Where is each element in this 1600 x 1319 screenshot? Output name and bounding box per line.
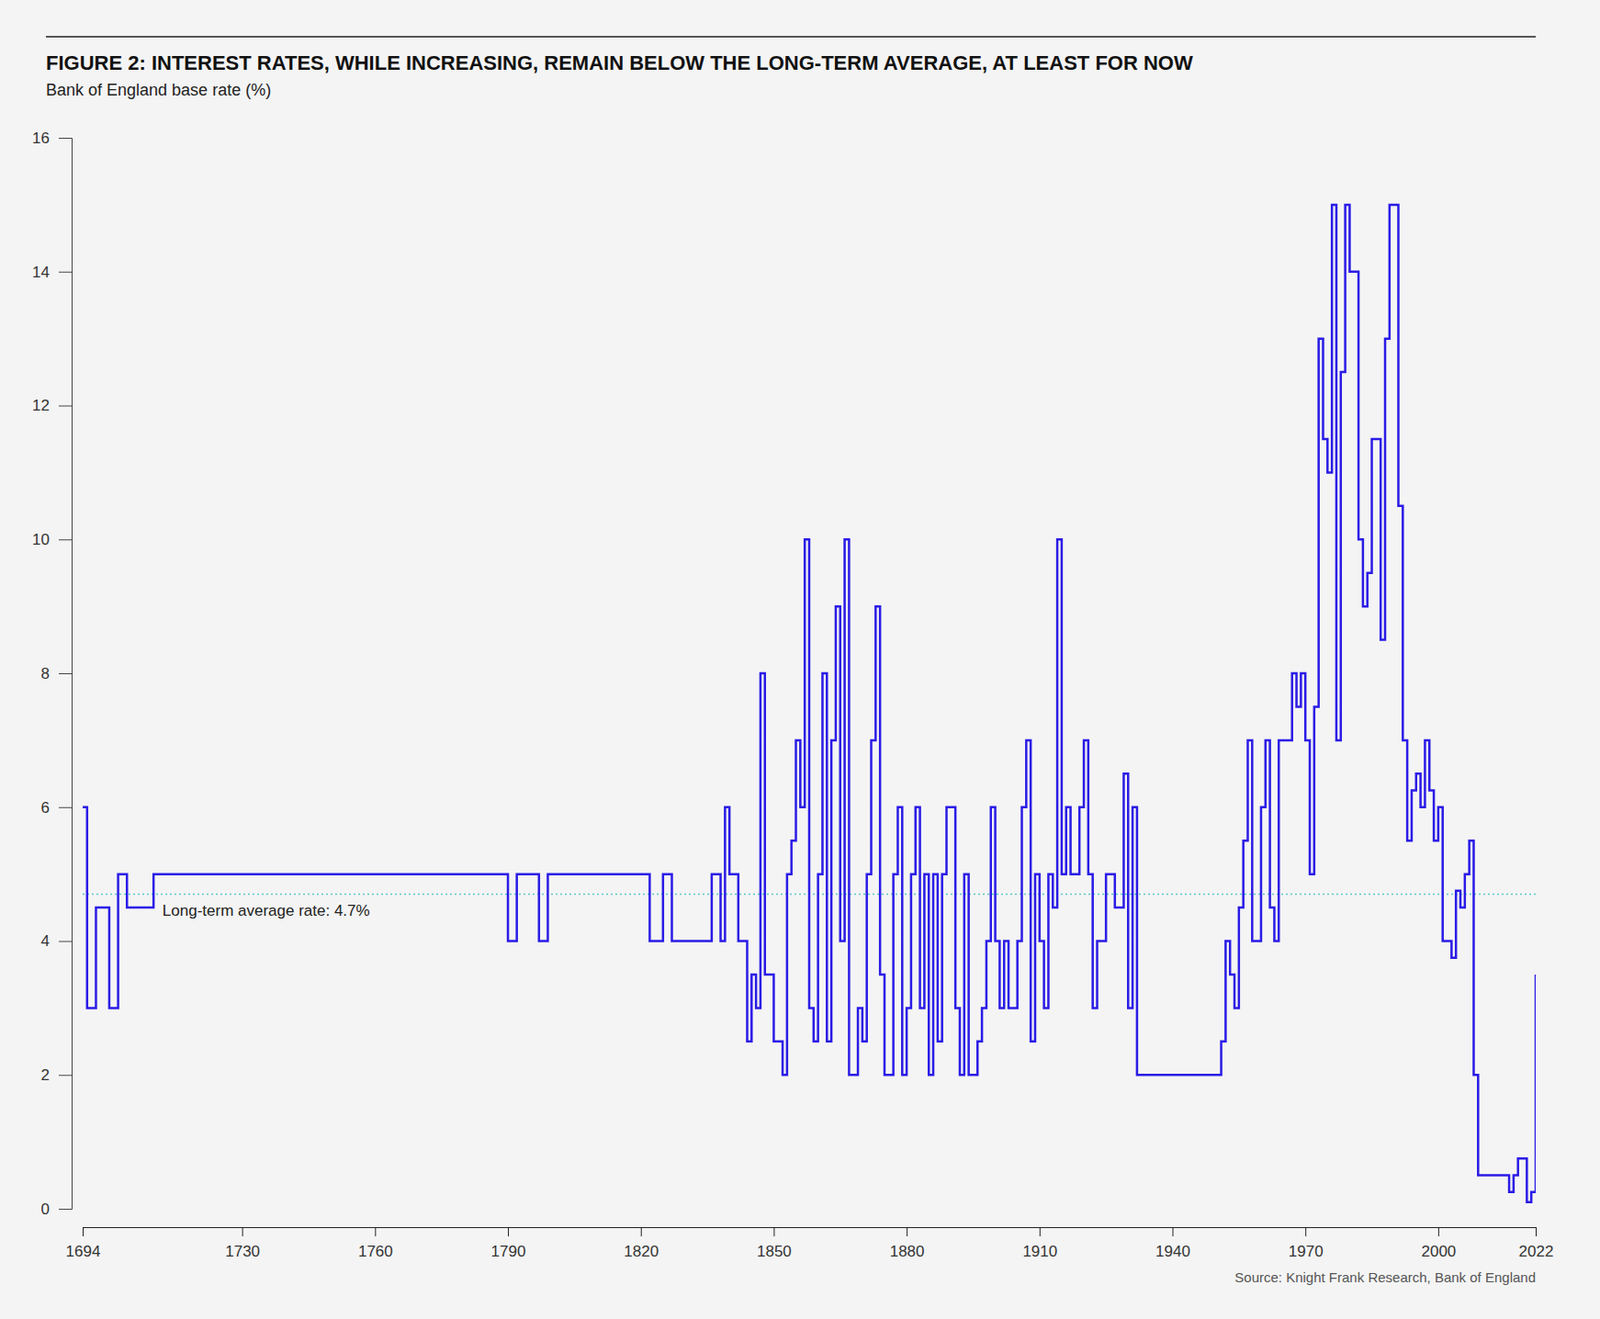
rate-line	[82, 204, 1536, 1203]
y-tick-mark	[58, 405, 72, 407]
x-tick: 2022	[1519, 1227, 1555, 1261]
x-tick: 1820	[623, 1227, 659, 1261]
y-tick: 4	[41, 932, 72, 950]
x-tick-label: 1820	[623, 1242, 659, 1261]
x-tick-mark	[242, 1227, 244, 1237]
y-tick-label: 0	[41, 1200, 50, 1218]
title: FIGURE 2: INTEREST RATES, WHILE INCREASI…	[45, 51, 1194, 75]
y-tick-mark	[58, 673, 72, 675]
y-tick-mark	[58, 807, 72, 809]
x-tick: 2000	[1420, 1227, 1456, 1261]
x-tick-mark	[507, 1227, 509, 1237]
y-tick-mark	[58, 941, 72, 943]
x-tick-mark	[1039, 1227, 1041, 1237]
y-tick: 16	[32, 129, 72, 147]
y-tick-mark	[58, 1208, 72, 1210]
x-tick-mark	[641, 1227, 643, 1237]
x-tick-mark	[1438, 1227, 1440, 1237]
x-tick: 1940	[1155, 1227, 1191, 1261]
x-tick-mark	[82, 1227, 84, 1237]
x-tick-mark	[1172, 1227, 1174, 1237]
x-axis-line	[83, 1228, 1537, 1238]
chart: FIGURE 2: INTEREST RATES, WHILE INCREASI…	[0, 0, 1600, 1319]
x-tick: 1694	[66, 1227, 102, 1261]
x-tick-mark	[906, 1227, 908, 1237]
title-rule	[45, 35, 1536, 38]
y-tick: 2	[41, 1066, 72, 1084]
x-axis: 1694 1730 1760 1790 1820 1850 1880 1910 1940 1970…	[66, 1227, 1555, 1261]
y-tick-label: 8	[41, 664, 50, 683]
y-tick-label: 12	[32, 396, 50, 415]
x-tick: 1910	[1022, 1227, 1058, 1261]
y-axis-line	[58, 138, 73, 1210]
y-tick: 12	[32, 396, 72, 415]
reference-label: Long-term average rate: 4.7%	[162, 901, 371, 920]
y-tick-mark	[58, 137, 72, 139]
x-tick-label: 1760	[358, 1242, 394, 1261]
x-tick-mark	[1535, 1227, 1537, 1237]
y-tick-label: 16	[32, 129, 50, 147]
x-tick-label: 2000	[1420, 1242, 1456, 1261]
x-tick: 1880	[890, 1227, 925, 1261]
x-tick-mark	[374, 1227, 376, 1237]
y-tick-mark	[58, 539, 72, 541]
x-tick: 1790	[491, 1227, 527, 1261]
y-tick-label: 10	[32, 530, 50, 549]
x-tick-label: 1880	[890, 1242, 925, 1261]
y-tick-mark	[58, 1074, 72, 1076]
x-tick: 1730	[225, 1227, 260, 1261]
x-tick-label: 1850	[756, 1242, 792, 1261]
y-tick: 14	[32, 263, 72, 282]
y-tick: 6	[41, 799, 72, 817]
x-tick-label: 1940	[1155, 1242, 1191, 1261]
x-tick-mark	[773, 1227, 775, 1237]
y-tick-label: 4	[41, 932, 50, 950]
x-tick-label: 1694	[66, 1242, 102, 1261]
subtitle: Bank of England base rate (%)	[45, 80, 271, 100]
y-tick-mark	[58, 271, 72, 273]
plot: 0 2 4 6 8 10 12 14 16 1694 1730 1760 1790 1820 1850 188…	[32, 129, 1554, 1261]
x-tick: 1760	[358, 1227, 394, 1261]
x-tick-label: 2022	[1519, 1242, 1555, 1261]
y-tick-label: 6	[41, 799, 50, 817]
x-tick-label: 1910	[1022, 1242, 1058, 1261]
x-tick: 1850	[756, 1227, 792, 1261]
y-tick: 0	[41, 1200, 72, 1218]
y-tick: 10	[32, 530, 72, 549]
source: Source: Knight Frank Research, Bank of E…	[1234, 1269, 1536, 1285]
y-tick-label: 2	[41, 1066, 50, 1084]
y-tick-label: 14	[32, 263, 50, 282]
x-tick: 1970	[1288, 1227, 1324, 1261]
x-tick-mark	[1305, 1227, 1307, 1237]
y-tick: 8	[41, 664, 72, 683]
x-tick-label: 1730	[225, 1242, 260, 1261]
x-tick-label: 1790	[491, 1242, 527, 1261]
x-tick-label: 1970	[1288, 1242, 1324, 1261]
y-axis: 0 2 4 6 8 10 12 14 16	[32, 129, 72, 1218]
marks	[82, 204, 1536, 1203]
